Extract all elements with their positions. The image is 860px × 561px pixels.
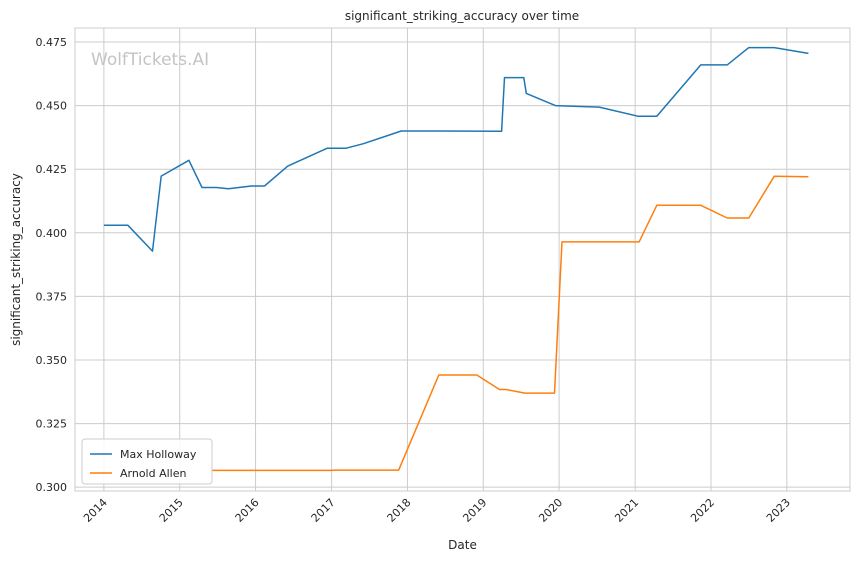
y-tick-label: 0.400 xyxy=(36,227,68,240)
y-tick-label: 0.325 xyxy=(36,418,68,431)
legend-label: Arnold Allen xyxy=(120,467,186,480)
y-tick-label: 0.425 xyxy=(36,163,68,176)
legend-box xyxy=(81,438,213,485)
y-gridlines xyxy=(75,41,850,488)
x-axis-title: Date xyxy=(448,538,477,552)
y-tick-label: 0.450 xyxy=(36,100,68,113)
legend: Max Holloway Arnold Allen xyxy=(81,438,213,485)
legend-label: Max Holloway xyxy=(120,448,197,461)
plot-area-frame xyxy=(74,27,851,492)
y-tick-labels: 0.300 0.325 0.350 0.375 0.400 0.425 0.450 0.475 xyxy=(36,36,68,494)
series-line-2 xyxy=(211,175,809,472)
watermark: WolfTickets.AI xyxy=(91,50,209,70)
y-tick-label: 0.300 xyxy=(36,481,68,494)
y-tick-label: 0.375 xyxy=(36,290,68,303)
y-axis-title: significant_striking_accuracy xyxy=(9,173,23,346)
chart-title: significant_striking_accuracy over time xyxy=(345,9,579,23)
y-tick-label: 0.350 xyxy=(36,354,68,367)
series-line-1 xyxy=(103,46,809,252)
series-lines xyxy=(103,46,809,472)
legend-items: Max Holloway Arnold Allen xyxy=(90,448,197,480)
y-tick-label: 0.475 xyxy=(36,36,68,49)
